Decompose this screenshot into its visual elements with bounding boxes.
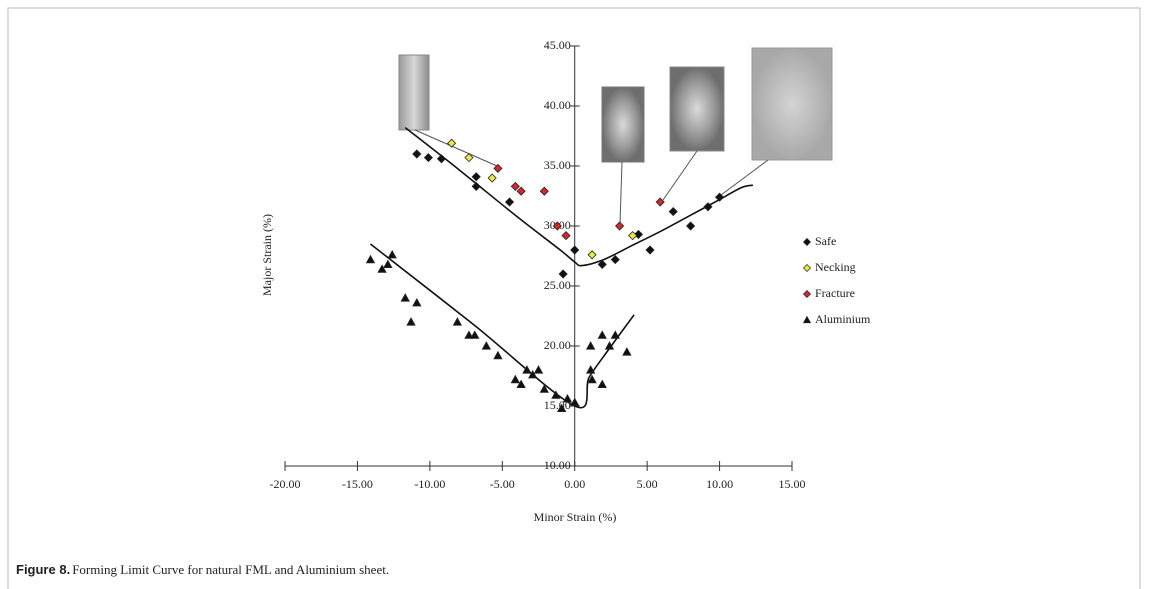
data-point [655, 197, 665, 207]
data-point [412, 149, 422, 159]
y-tick-label: 25.00 [544, 278, 571, 292]
data-point [552, 221, 562, 231]
x-tick-label: -20.00 [270, 477, 301, 491]
data-point [610, 255, 620, 265]
data-point [686, 221, 696, 231]
y-tick-label: 40.00 [544, 98, 571, 112]
data-point [668, 207, 678, 217]
y-tick-label: 10.00 [544, 458, 571, 472]
x-axis-title: Minor Strain (%) [534, 510, 617, 524]
data-point [703, 202, 713, 212]
data-point [406, 317, 416, 326]
y-tick-label: 45.00 [544, 38, 571, 52]
data-point [604, 341, 615, 350]
data-point [597, 330, 607, 339]
data-point [377, 264, 387, 273]
data-point [471, 181, 481, 191]
data-point [610, 330, 620, 339]
data-point [365, 254, 376, 264]
data-point [539, 384, 549, 393]
x-tick-label: -5.00 [490, 477, 515, 491]
y-tick-label: 20.00 [544, 338, 571, 352]
data-point [615, 221, 625, 231]
data-point [516, 186, 526, 196]
data-point [597, 379, 607, 388]
legend-label: Safe [815, 234, 836, 248]
legend-marker [802, 315, 812, 324]
leader-line [619, 161, 623, 225]
data-point [423, 153, 433, 163]
data-point [551, 390, 561, 399]
x-tick-label: 15.00 [779, 477, 806, 491]
data-point [464, 153, 474, 163]
data-point [570, 245, 580, 255]
data-point [556, 403, 567, 412]
specimen-photos [398, 47, 833, 225]
photo [669, 66, 725, 152]
data-point [452, 317, 463, 326]
legend-marker [803, 238, 811, 246]
data-point [470, 330, 480, 339]
legend-label: Necking [815, 260, 856, 274]
data-point [570, 397, 580, 406]
data-point [493, 163, 503, 173]
data-point [622, 347, 632, 356]
legend-label: Fracture [815, 286, 855, 300]
data-point [471, 172, 481, 182]
leader-line [662, 150, 698, 201]
data-point [447, 138, 457, 148]
data-point [558, 269, 568, 279]
data-point [412, 297, 422, 307]
x-tick-label: 5.00 [637, 477, 658, 491]
data-point [533, 365, 544, 374]
data-point [464, 330, 474, 339]
x-tick-label: 10.00 [706, 477, 733, 491]
data-point [562, 393, 573, 403]
caption-text: Forming Limit Curve for natural FML and … [72, 562, 389, 577]
frame [7, 7, 1141, 589]
data-point [510, 374, 521, 384]
legend-label: Aluminium [815, 312, 871, 326]
data-point [516, 379, 526, 388]
data-point [585, 365, 596, 374]
data-point [510, 181, 520, 191]
legend-marker [803, 290, 811, 298]
photo [398, 54, 430, 131]
leader-line [414, 129, 498, 167]
data-point [487, 173, 497, 183]
data-point [633, 229, 644, 239]
legend-marker [803, 264, 811, 272]
data-point [493, 350, 503, 360]
data-point [528, 369, 538, 379]
data-point [400, 293, 410, 302]
x-tick-label: -15.00 [342, 477, 373, 491]
photo [751, 47, 833, 161]
data-point [481, 341, 492, 350]
data-point [645, 245, 655, 255]
photo [601, 86, 645, 163]
data-point [522, 365, 532, 374]
y-tick-label: 35.00 [544, 158, 571, 172]
data-point [504, 197, 515, 207]
leader-line [720, 159, 769, 196]
data-point [436, 154, 447, 164]
data-point [387, 249, 397, 259]
data-point [715, 192, 725, 202]
data-point [587, 250, 597, 260]
x-tick-label: 0.00 [564, 477, 585, 491]
data-point [539, 186, 549, 196]
caption: Figure 8. Forming Limit Curve for natural… [16, 562, 389, 577]
caption-label: Figure 8. [16, 562, 70, 577]
data-point [561, 231, 571, 241]
x-tick-label: -10.00 [414, 477, 445, 491]
data-point [628, 231, 638, 241]
data-point [585, 341, 596, 350]
y-axis-title: Major Strain (%) [260, 214, 274, 296]
data-point [383, 259, 393, 268]
data-point [587, 374, 597, 384]
data-point [597, 259, 607, 269]
